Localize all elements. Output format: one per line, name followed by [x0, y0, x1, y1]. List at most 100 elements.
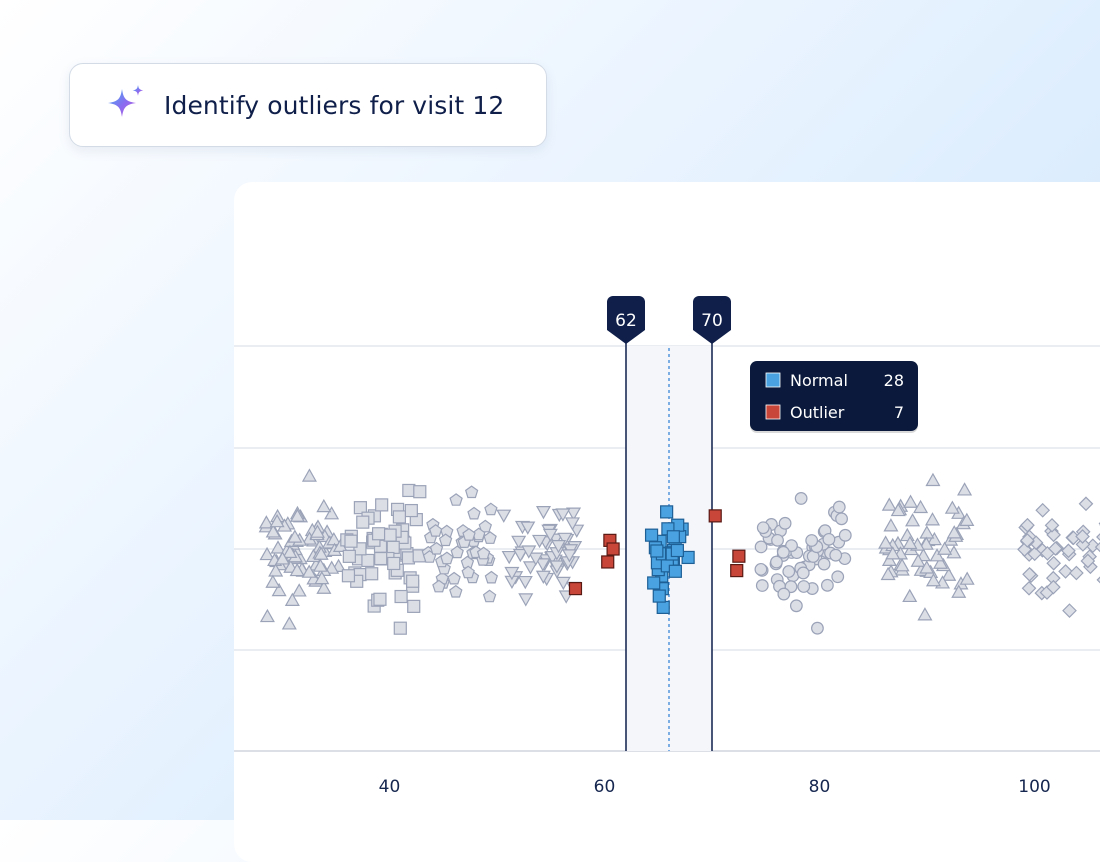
chart-card: 62 70 40 60 80 100 Normal 28 Outlier 7 [234, 182, 1100, 862]
background-point [535, 558, 551, 572]
background-point [542, 528, 558, 543]
background-point [555, 576, 571, 591]
background-point [258, 515, 274, 529]
background-point [394, 589, 408, 604]
background-point [1046, 555, 1062, 571]
background-point [946, 545, 962, 559]
normal-point [656, 600, 670, 615]
background-point [811, 621, 824, 635]
normal-point [666, 530, 680, 544]
background-point [447, 571, 461, 585]
normal-point [681, 550, 695, 565]
background-point [1027, 546, 1043, 562]
background-point [770, 555, 783, 569]
background-point [517, 575, 533, 590]
background-point [312, 558, 328, 572]
background-point [268, 563, 284, 577]
background-point [926, 531, 942, 546]
background-point [314, 570, 330, 585]
legend-swatch [765, 372, 781, 388]
range-max-handle[interactable] [693, 296, 731, 344]
background-point [951, 584, 967, 598]
background-point [796, 566, 810, 580]
background-point [484, 502, 498, 516]
background-point [829, 548, 843, 562]
background-point [371, 527, 386, 541]
normal-point [660, 505, 674, 519]
background-point [838, 528, 852, 542]
background-point [271, 582, 287, 597]
background-point [880, 566, 896, 581]
background-point [1058, 564, 1073, 579]
background-point [291, 583, 307, 597]
background-point [462, 527, 476, 541]
background-point [281, 616, 297, 630]
background-point [905, 513, 921, 527]
background-point [919, 525, 935, 539]
background-point [831, 570, 845, 584]
background-point [265, 574, 281, 588]
background-point [782, 565, 796, 578]
background-point [259, 608, 275, 623]
legend-count: 7 [894, 403, 904, 422]
normal-point [650, 544, 664, 558]
prompt-bar[interactable]: Identify outliers for visit 12 [69, 63, 547, 147]
background-point [383, 528, 397, 542]
background-point [520, 521, 536, 535]
background-point [932, 555, 949, 569]
background-point [941, 567, 957, 581]
background-point [269, 513, 285, 528]
sparkle-icon [108, 85, 144, 117]
background-point [805, 534, 819, 547]
background-point [365, 567, 379, 581]
outlier-point [732, 549, 746, 563]
background-point [356, 515, 370, 529]
background-point [535, 505, 552, 520]
background-point [353, 501, 367, 515]
range-min-handle[interactable] [607, 296, 645, 344]
background-point [309, 524, 325, 538]
normal-point [670, 543, 684, 558]
background-point [959, 512, 975, 526]
legend-label: Normal [790, 371, 848, 390]
background-point [342, 549, 356, 563]
background-point [1096, 533, 1100, 541]
background-point [274, 551, 291, 565]
background-point [1094, 541, 1100, 553]
normal-point [647, 576, 661, 590]
background-point [883, 518, 899, 532]
background-point [324, 506, 340, 520]
background-point [270, 540, 286, 554]
background-point [374, 551, 388, 566]
background-point [496, 509, 512, 523]
background-point [944, 500, 960, 514]
background-point [413, 485, 427, 499]
range-max-label: 70 [701, 311, 723, 331]
background-point [754, 540, 768, 554]
background-point [429, 541, 444, 555]
background-point [259, 546, 275, 561]
legend-tooltip: Normal 28 Outlier 7 [750, 361, 918, 433]
background-point [890, 502, 906, 517]
background-point [899, 527, 915, 542]
background-point [1061, 543, 1076, 559]
prompt-text: Identify outliers for visit 12 [164, 90, 505, 120]
background-point [1062, 603, 1077, 618]
background-point [284, 592, 300, 606]
background-point [771, 533, 784, 547]
background-point [287, 529, 303, 543]
background-point [1069, 565, 1084, 581]
background-point [373, 592, 387, 606]
background-point [438, 533, 453, 547]
background-point [393, 621, 407, 635]
background-point [959, 571, 975, 585]
background-point [785, 539, 798, 553]
background-point [402, 483, 416, 498]
background-point [432, 579, 446, 593]
background-point [316, 498, 332, 513]
background-point [449, 584, 463, 598]
legend-swatch [765, 404, 781, 420]
background-point [440, 551, 454, 565]
background-point [522, 561, 539, 575]
background-point [832, 500, 846, 514]
